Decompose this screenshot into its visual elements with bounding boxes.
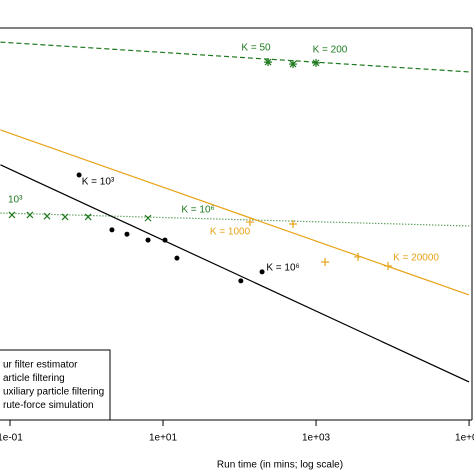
- point: [162, 237, 168, 243]
- annotation: K = 10³: [82, 177, 115, 188]
- fit-line: [0, 164, 470, 383]
- point: [124, 231, 130, 237]
- annotation: 10³: [8, 195, 23, 206]
- legend-label: ur filter estimator: [3, 360, 78, 371]
- annotation: K = 20000: [393, 253, 439, 264]
- legend-label: rute-force simulation: [3, 400, 94, 411]
- point: [245, 218, 254, 227]
- point: [238, 278, 244, 284]
- point: [76, 172, 82, 178]
- point: [43, 212, 51, 220]
- x-axis-label: Run time (in mins; log scale): [217, 460, 343, 471]
- point: [354, 252, 363, 261]
- legend-box: [0, 349, 111, 421]
- point: [8, 211, 16, 219]
- x-tick-label: 1e-01: [0, 433, 23, 444]
- fit-line: [0, 41, 470, 73]
- annotation: K = 50: [241, 43, 271, 54]
- annotation: K = 200: [313, 45, 348, 56]
- point: [321, 258, 330, 267]
- point: [384, 261, 393, 270]
- point: [144, 214, 152, 222]
- point: [61, 213, 69, 221]
- fit-line: [0, 129, 470, 296]
- point: [145, 237, 151, 243]
- point: [26, 211, 34, 219]
- point: [312, 58, 321, 67]
- point: [84, 213, 92, 221]
- annotation: K = 1000: [210, 227, 251, 238]
- point: [289, 60, 298, 69]
- legend-label: article filtering: [3, 373, 65, 384]
- x-tick-label: 1e+01: [149, 433, 178, 444]
- x-tick-label: 1e+03: [302, 433, 331, 444]
- point: [259, 269, 265, 275]
- x-tick-label: 1e+05: [455, 433, 474, 444]
- legend-label: uxiliary particle filtering: [3, 387, 104, 398]
- point: [289, 220, 298, 228]
- point: [174, 255, 180, 261]
- point: [109, 227, 115, 233]
- point: [264, 58, 273, 67]
- annotation: K = 10⁶: [181, 205, 214, 216]
- fit-line: [0, 212, 470, 227]
- annotation: K = 10⁶: [266, 263, 299, 274]
